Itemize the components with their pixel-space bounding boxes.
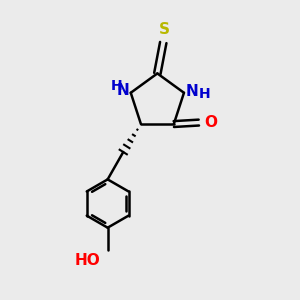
Text: H: H <box>111 79 122 93</box>
Text: N: N <box>185 84 198 99</box>
Text: S: S <box>159 22 170 37</box>
Text: O: O <box>204 115 217 130</box>
Text: HO: HO <box>74 253 100 268</box>
Text: N: N <box>116 83 129 98</box>
Text: H: H <box>199 87 210 101</box>
